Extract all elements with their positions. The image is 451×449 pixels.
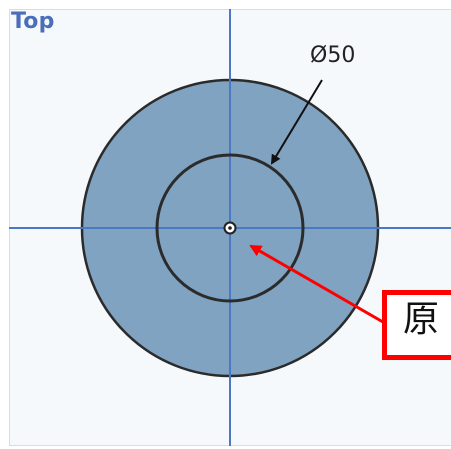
callout-text: 原	[403, 299, 440, 340]
dimension-leader-arrow	[270, 79, 323, 165]
callout-arrow	[249, 244, 384, 324]
view-label-top: Top	[11, 9, 55, 34]
callout-box: 原	[382, 290, 451, 360]
origin-dot	[228, 226, 232, 230]
dimension-label[interactable]: Ø50	[310, 43, 356, 68]
inner-circle[interactable]	[155, 153, 305, 303]
